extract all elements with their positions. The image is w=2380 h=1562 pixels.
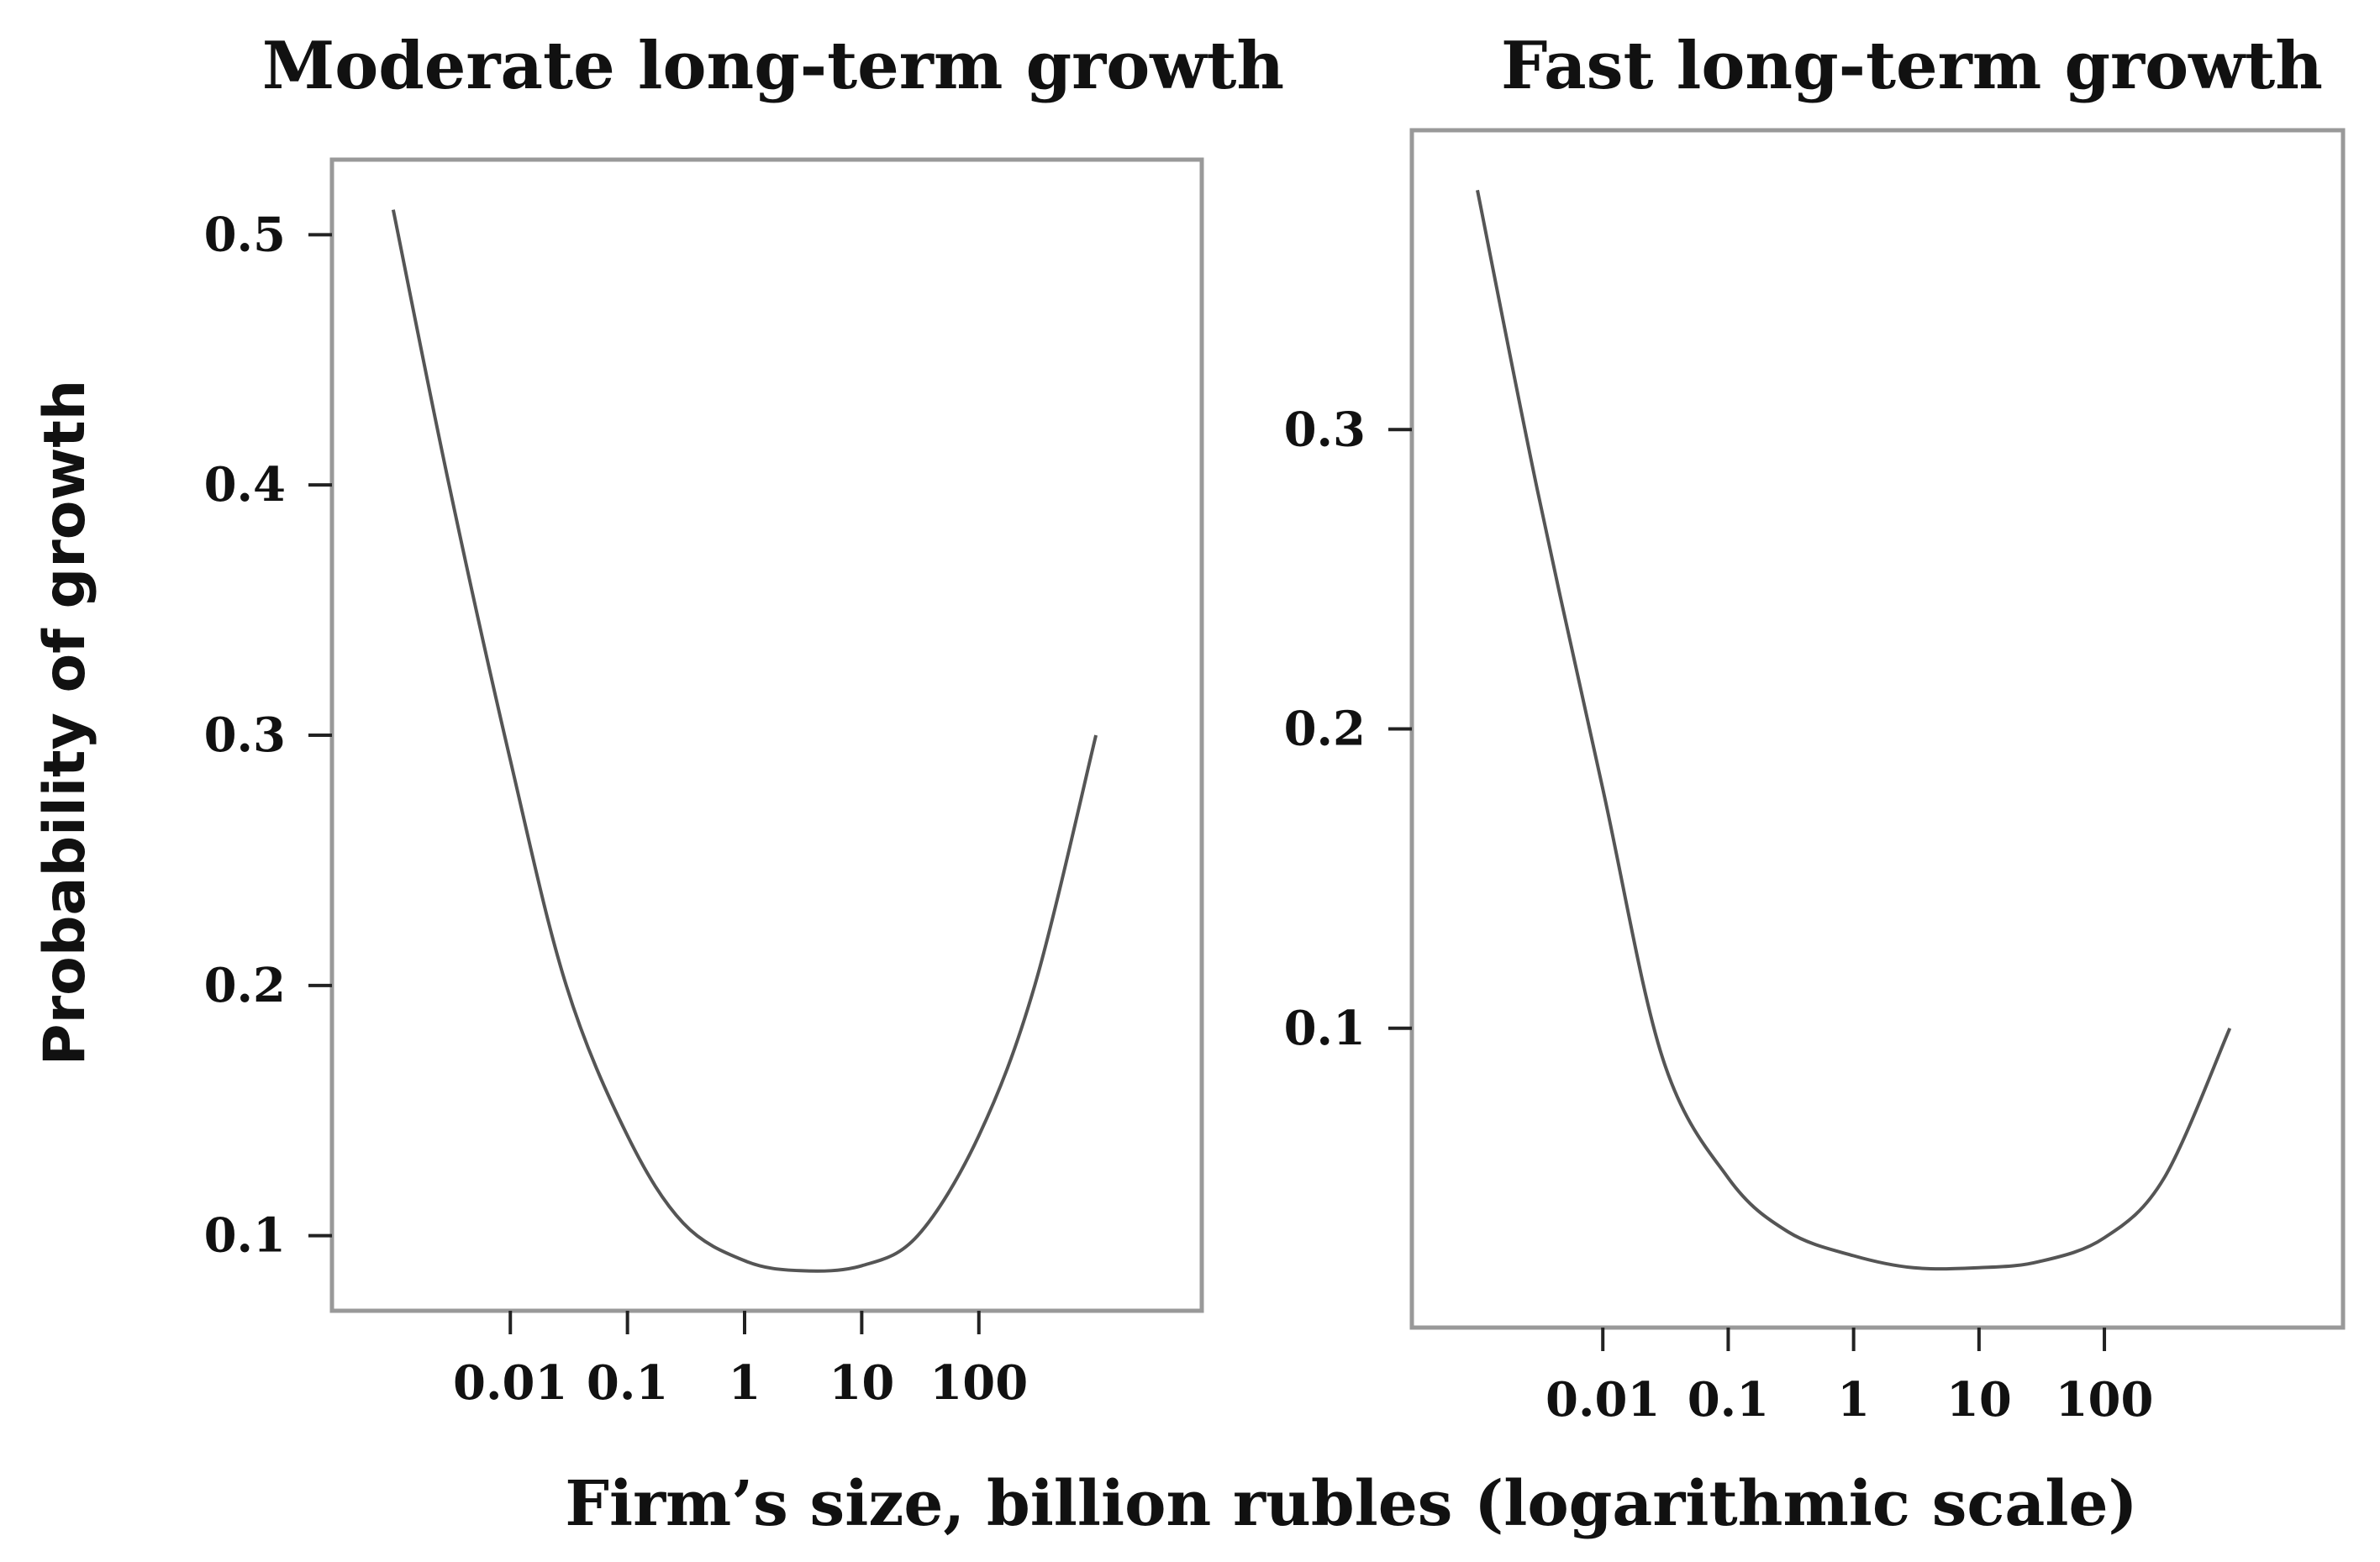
plot-frame-moderate: [329, 157, 1204, 1313]
y-tick-label-moderate: 0.2: [204, 958, 286, 1013]
y-ticks-moderate: 0.1 0.2 0.3 0.4 0.5: [204, 207, 332, 1264]
y-tick-label-moderate: 0.5: [204, 207, 286, 262]
y-tick-label-fast: 0.3: [1284, 402, 1366, 457]
x-tick-label-fast: 1: [1837, 1372, 1870, 1428]
chart-title-fast: Fast long-term growth: [1501, 28, 2323, 104]
chart-panel-fast: Fast long-term growth 0.1 0.2 0.3 0.01 0.1 1…: [1284, 28, 2346, 1428]
y-tick-label-moderate: 0.3: [204, 707, 286, 763]
curve-moderate-growth: [391, 209, 1098, 1273]
y-tick-label-moderate: 0.1: [204, 1208, 286, 1264]
x-tick-label-fast: 10: [1946, 1372, 2012, 1428]
chart-panel-moderate: Moderate long-term growth 0.10.20.30.40.…: [204, 28, 1285, 1411]
x-ticks-fast: 0.01 0.1 1 10 100: [1545, 1328, 2154, 1428]
x-tick-label-moderate: 0.01: [453, 1355, 567, 1411]
chart-title-moderate: Moderate long-term growth: [262, 28, 1284, 104]
y-axis-label: Probability of growth: [32, 380, 98, 1065]
y-tick-label-fast: 0.2: [1284, 702, 1366, 757]
plot-frame-fast: [1409, 128, 2346, 1330]
x-tick-label-moderate: 100: [929, 1355, 1028, 1411]
x-tick-label-fast: 0.01: [1545, 1372, 1660, 1428]
x-tick-label-moderate: 1: [729, 1355, 761, 1411]
x-tick-label-fast: 100: [2056, 1372, 2154, 1428]
x-ticks-moderate: 0.01 0.1 1 10 100: [453, 1311, 1028, 1411]
x-axis-label: Firm’s size, billion rubles (logarithmic…: [565, 1468, 2137, 1540]
y-ticks-fast: 0.1 0.2 0.3: [1284, 402, 1412, 1056]
y-tick-label-moderate: 0.4: [204, 457, 286, 513]
curve-fast-growth: [1476, 189, 2232, 1271]
x-tick-label-moderate: 10: [829, 1355, 894, 1411]
y-tick-label-fast: 0.1: [1284, 1001, 1366, 1056]
x-tick-label-fast: 0.1: [1688, 1372, 1769, 1428]
x-tick-label-moderate: 0.1: [587, 1355, 668, 1411]
